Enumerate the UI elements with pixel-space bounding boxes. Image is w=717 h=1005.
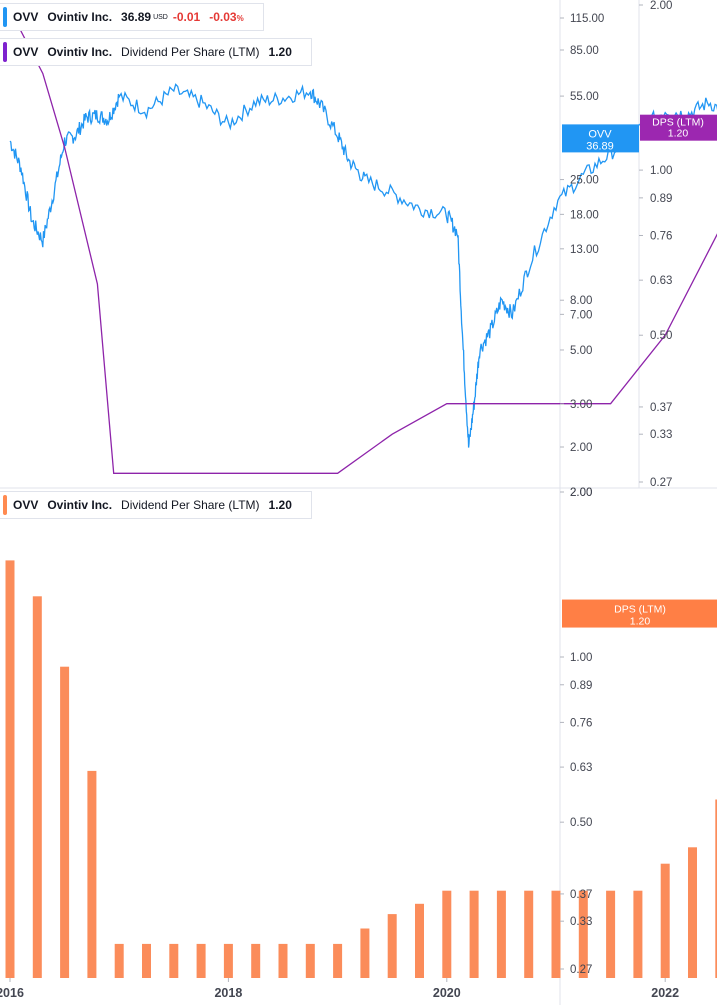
dps-bar [114,943,124,978]
bar-axis-label: 1.00 [570,652,592,664]
dps-bar [524,890,534,978]
time-axis-label: 2018 [214,986,242,1000]
price-axis-label: 2.00 [570,487,592,499]
bar-axis-label: 0.50 [570,817,592,829]
dps-badge-bottom-value: 1.20 [630,616,651,628]
dps-badge-top-label: DPS (LTM) [652,117,704,129]
dps-axis-label: 0.27 [650,477,672,489]
legend-dps-value: 1.20 [268,498,292,512]
price-badge-ticker: OVV [588,128,612,140]
dps-bar [415,903,424,978]
dps-bar [142,943,151,978]
legend-metric: Dividend Per Share (LTM) [121,498,260,512]
dps-legend-top[interactable]: OVV Ovintiv Inc. Dividend Per Share (LTM… [0,38,312,66]
bar-axis-label: 0.63 [570,762,592,774]
dps-axis-label: 0.33 [650,429,672,441]
price-line [9,83,717,448]
dps-bar [60,666,70,978]
legend-ticker: OVV [13,498,39,512]
dps-bar [496,890,506,978]
dps-line [9,9,717,474]
price-axis-label: 2.00 [570,442,592,454]
price-axis-label: 18.00 [570,209,599,221]
dps-bar [169,943,179,978]
legend-company: Ovintiv Inc. [47,498,113,512]
bar-axis-label: 0.76 [570,717,592,729]
dps-bar [551,890,561,978]
dps-bar [606,890,616,978]
dps-badge-top [640,114,717,141]
dps-badge-bottom-label: DPS (LTM) [614,604,666,616]
dps-series-swatch [3,42,7,62]
dps-legend-bottom[interactable]: OVV Ovintiv Inc. Dividend Per Share (LTM… [0,491,312,519]
price-axis-label: 8.00 [570,295,592,307]
legend-ticker: OVV [13,10,39,24]
price-axis-label: 115.00 [570,13,604,25]
dps-axis-label: 0.50 [650,330,672,342]
dps-bar [387,914,397,978]
dps-bar [360,928,370,978]
dps-bar [305,943,315,978]
dps-axis-label: 2.00 [650,0,672,12]
bar-axis-label: 0.37 [570,889,592,901]
dividend-pane[interactable] [5,560,717,978]
price-axis-label: 5.00 [570,345,592,357]
legend-dps-value: 1.20 [268,45,292,59]
dps-badge-top-value: 1.20 [668,128,689,140]
dps-axis-label: 0.76 [650,230,672,242]
price-pane[interactable] [9,9,717,474]
legend-change-pct: -0.03% [209,10,243,24]
legend-price-value: 36.89 [121,10,152,24]
dps-bar [660,863,670,978]
legend-company: Ovintiv Inc. [47,45,113,59]
dps-bar [688,847,697,978]
dps-bar [278,943,288,978]
legend-change: -0.01 [172,10,201,24]
dps-bar [223,943,233,978]
dps-bar [442,890,452,978]
legend-currency: USD [153,13,168,21]
dps-axis-label: 0.89 [650,193,672,205]
time-axis-label: 2022 [651,986,679,1000]
time-axis-label: 2016 [0,986,24,1000]
price-badge [562,124,639,153]
bar-axis-label: 0.89 [570,680,592,692]
dps-axis-label: 1.00 [650,165,672,177]
bar-axis-label: 0.27 [570,964,592,976]
dps-bar [333,943,343,978]
price-badge-value: 36.89 [586,140,614,152]
bar-axis-label: 0.33 [570,916,592,928]
price-axis-label: 85.00 [570,45,599,57]
dps-bar [251,943,261,978]
time-axis-label: 2020 [433,986,461,1000]
dps-badge-bottom [562,599,717,628]
bar-series-swatch [3,495,7,515]
bar-axis-label: 2.00 [570,487,592,499]
dps-axis-label: 0.63 [650,275,672,287]
dps-bar [5,560,15,978]
dps-bar [87,770,97,978]
price-axis-label: 7.00 [570,309,592,321]
legend-change-pct-value: -0.03 [209,10,237,24]
legend-metric: Dividend Per Share (LTM) [121,45,260,59]
dps-bar [196,943,206,978]
price-legend[interactable]: OVV Ovintiv Inc. 36.89 USD -0.01 -0.03% [0,3,264,31]
dps-bar [469,890,479,978]
dps-bar [715,799,717,978]
legend-ticker: OVV [13,45,39,59]
dps-bar [32,596,42,978]
price-axis-label: 25.00 [570,175,599,187]
dps-axis-label: 0.37 [650,402,672,414]
legend-company: Ovintiv Inc. [47,10,113,24]
legend-pct-sign: % [236,14,244,23]
price-series-swatch [3,7,7,27]
price-axis-label: 13.00 [570,244,599,256]
dps-bar [578,890,588,978]
price-axis-label: 3.00 [570,399,592,411]
price-axis-label: 55.00 [570,91,599,103]
dps-bar [633,890,643,978]
